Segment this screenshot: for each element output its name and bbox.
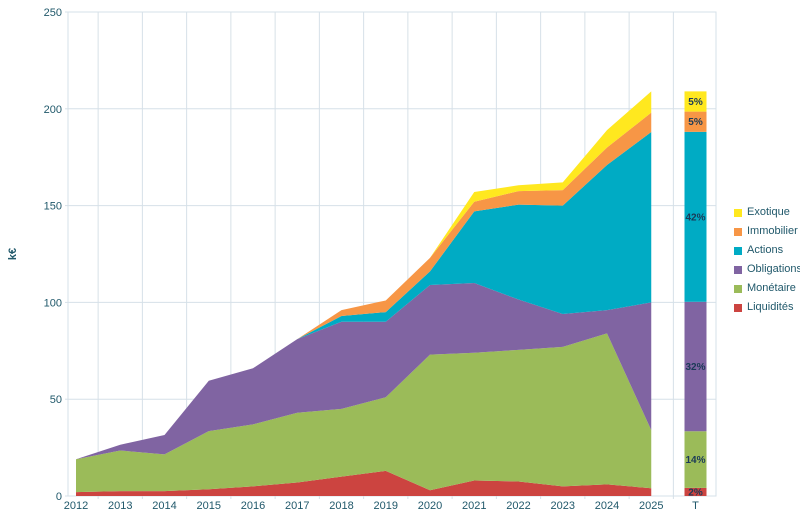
total-pct-label-actions: 42%	[685, 212, 705, 223]
y-tick-label-100: 100	[44, 297, 62, 309]
x-tick-label-2012: 2012	[64, 500, 88, 512]
legend-swatch-immobilier-icon	[734, 227, 742, 236]
legend-label: Obligations	[747, 263, 800, 275]
x-tick-label-2017: 2017	[285, 500, 309, 512]
legend-item-obligations: Obligations	[734, 260, 800, 279]
legend-label: Liquidités	[747, 301, 794, 313]
legend-label: Monétaire	[747, 282, 796, 294]
area-immobilier	[76, 112, 652, 460]
total-bar-segment-liquidites	[684, 487, 707, 496]
legend-item-liquidites: Liquidités	[734, 298, 800, 317]
area-liquidites	[76, 470, 652, 496]
y-tick-label-50: 50	[50, 394, 62, 406]
x-tick-label-2022: 2022	[506, 500, 530, 512]
area-obligations	[76, 283, 652, 460]
legend-item-monetaire: Monétaire	[734, 279, 800, 298]
total-bar-segment-monetaire	[684, 431, 707, 488]
x-tick-label-2016: 2016	[241, 500, 265, 512]
area-actions	[76, 132, 652, 460]
legend-swatch-monetaire-icon	[734, 284, 742, 293]
total-pct-label-monetaire: 14%	[685, 455, 705, 466]
y-tick-label-200: 200	[44, 104, 62, 116]
legend-swatch-actions-icon	[734, 246, 742, 255]
y-tick-label-0: 0	[56, 491, 62, 503]
legend-label: Actions	[747, 244, 784, 256]
legend-swatch-obligations-icon	[734, 265, 742, 274]
legend-item-immobilier: Immobilier	[734, 222, 800, 241]
total-bar-segment-obligations	[684, 301, 707, 432]
y-axis-title: k€	[7, 248, 19, 260]
y-tick-label-150: 150	[44, 201, 62, 213]
legend-label: Immobilier	[747, 225, 798, 237]
x-tick-label-2013: 2013	[108, 500, 132, 512]
y-tick-label-250: 250	[44, 7, 62, 19]
total-pct-label-liquidites: 2%	[688, 487, 703, 498]
x-tick-label-2018: 2018	[329, 500, 353, 512]
x-tick-label-2025: 2025	[639, 500, 663, 512]
x-tick-label-total: T	[692, 500, 699, 512]
x-tick-label-2015: 2015	[197, 500, 221, 512]
total-bar-segment-immobilier	[684, 111, 707, 132]
total-bar-segment-exotique	[684, 91, 707, 112]
x-tick-label-2024: 2024	[595, 500, 619, 512]
total-pct-label-exotique: 5%	[688, 97, 703, 108]
x-tick-label-2021: 2021	[462, 500, 486, 512]
total-pct-label-immobilier: 5%	[688, 117, 703, 128]
legend-label: Exotique	[747, 206, 790, 218]
legend-item-actions: Actions	[734, 241, 800, 260]
legend: Exotique Immobilier Actions Obligations …	[734, 203, 800, 317]
legend-item-exotique: Exotique	[734, 203, 800, 222]
x-tick-label-2023: 2023	[551, 500, 575, 512]
area-monetaire	[76, 333, 652, 493]
legend-swatch-exotique-icon	[734, 208, 742, 217]
x-tick-label-2019: 2019	[374, 500, 398, 512]
x-tick-label-2014: 2014	[152, 500, 176, 512]
total-bar-segment-actions	[684, 131, 707, 302]
x-tick-label-2020: 2020	[418, 500, 442, 512]
total-pct-label-obligations: 32%	[685, 362, 705, 373]
legend-swatch-liquidites-icon	[734, 303, 742, 312]
